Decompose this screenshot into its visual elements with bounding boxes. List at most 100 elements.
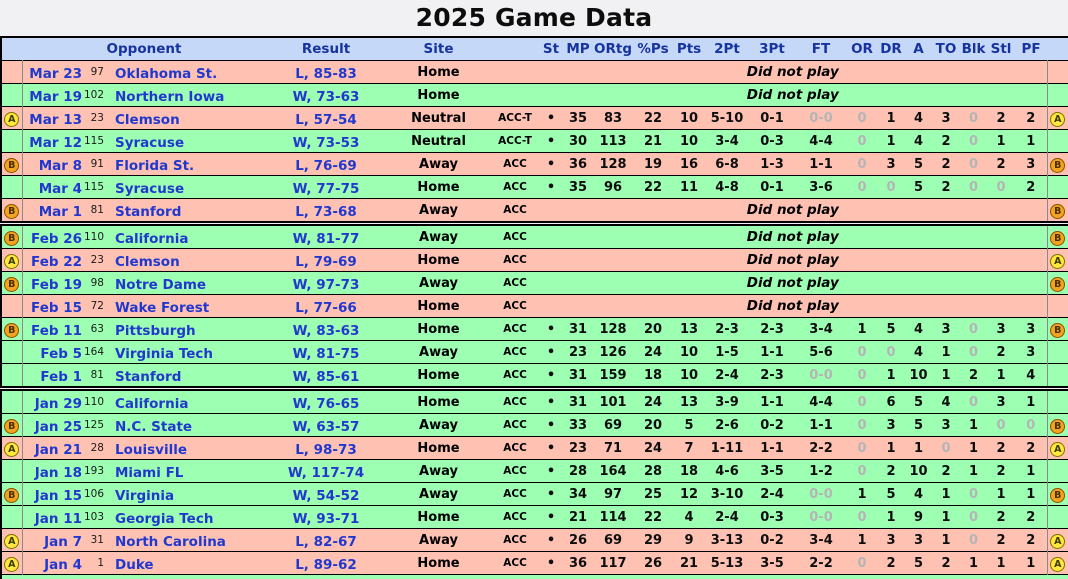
result-link[interactable]: W, 85-61 [292,368,360,385]
game-date-link[interactable]: Mar 12 [29,134,82,151]
stat-ps-cell: 26 [633,551,674,575]
row-badge-right-cell [1046,459,1068,483]
opponent-link[interactable]: N.C. State [115,418,193,435]
opponent-link[interactable]: Wake Forest [115,299,210,316]
opponent-link[interactable]: Duke [115,556,154,573]
result-link[interactable]: L, 73-68 [295,203,357,220]
result-link[interactable]: W, 83-63 [292,322,360,339]
opponent-link[interactable]: Miami FL [115,464,184,481]
game-date-link[interactable]: Feb 5 [40,345,82,362]
stat-a-cell: 4 [905,482,933,506]
opponent-link[interactable]: Pittsburgh [115,322,196,339]
game-date-link[interactable]: Mar 23 [29,65,82,82]
opponent-link[interactable]: Oklahoma St. [115,65,218,82]
opponent-cell: Duke [108,551,267,575]
opponent-link[interactable]: California [115,395,189,412]
header-stat-a: A [905,37,933,61]
opponent-link[interactable]: California [115,230,189,247]
game-date-link[interactable]: Jan 25 [34,418,82,435]
game-date-link[interactable]: Mar 1 [38,203,82,220]
game-date-link[interactable]: Jan 7 [44,533,82,550]
game-date-link[interactable]: Mar 13 [29,111,82,128]
game-date-link[interactable]: Jan 15 [34,487,82,504]
game-date-link[interactable]: Feb 22 [31,253,82,270]
stat-pf-cell: 2 [1015,106,1048,130]
opponent-link[interactable]: Clemson [115,111,180,128]
opponent-link[interactable]: Georgia Tech [115,510,214,527]
opponent-link[interactable]: Syracuse [115,134,185,151]
opponent-rank-cell: 193 [82,459,108,483]
row-badge-left-cell: A [1,528,23,552]
game-date-link[interactable]: Jan 11 [34,510,82,527]
opponent-rank-cell: 23 [82,248,108,272]
game-date-link[interactable]: Feb 26 [31,230,82,247]
game-date-link[interactable]: Feb 1 [40,368,82,385]
stat-or-cell: 0 [847,436,878,460]
game-date-link[interactable]: Jan 4 [44,556,82,573]
opponent-link[interactable]: Louisville [115,441,187,458]
result-link[interactable]: W, 77-75 [292,180,360,197]
result-link[interactable]: W, 81-77 [292,230,360,247]
stat-a-cell: 9 [905,505,933,529]
opponent-rank-cell: 81 [82,363,108,389]
result-link[interactable]: L, 82-67 [295,533,357,550]
result-link[interactable]: L, 76-69 [295,157,357,174]
game-date-link[interactable]: Feb 19 [31,276,82,293]
result-link[interactable]: W, 117-74 [287,464,365,481]
row-badge-left-cell [1,294,23,318]
result-link[interactable]: W, 76-65 [292,395,360,412]
row-badge-right-cell [1046,340,1068,364]
game-date-link[interactable]: Feb 11 [31,322,82,339]
result-link[interactable]: W, 54-52 [292,487,360,504]
stat-3pt-cell: 0-1 [749,175,796,199]
result-link[interactable]: L, 98-73 [295,441,357,458]
game-date-link[interactable]: Mar 8 [38,157,82,174]
result-link[interactable]: W, 73-53 [292,134,360,151]
opponent-link[interactable]: Northern Iowa [115,88,225,105]
result-cell: W, 81-75 [266,340,387,364]
result-link[interactable]: L, 89-62 [295,556,357,573]
opponent-link[interactable]: Notre Dame [115,276,207,293]
result-link[interactable]: L, 85-83 [295,65,357,82]
game-date-link[interactable]: Mar 19 [29,88,82,105]
game-date-link[interactable]: Jan 29 [34,395,82,412]
opponent-link[interactable]: North Carolina [115,533,226,550]
result-link[interactable]: L, 57-54 [295,111,357,128]
result-link[interactable]: W, 93-71 [292,510,360,527]
opponent-link[interactable]: Syracuse [115,180,185,197]
opponent-link[interactable]: Stanford [115,203,182,220]
result-cell: W, 97-73 [266,271,387,295]
opponent-link[interactable]: Clemson [115,253,180,270]
stat-blk-cell: 0 [960,106,988,130]
game-date-link[interactable]: Jan 21 [34,441,82,458]
game-row: Mar 23 97 Oklahoma St. L, 85-83 Home Did not … [1,60,1068,84]
stat-ps-cell: 21 [633,129,674,153]
result-link[interactable]: W, 97-73 [292,276,360,293]
site-cell: Away [386,198,492,224]
conference-cell: ACC [491,248,540,272]
opponent-link[interactable]: Virginia Tech [115,345,214,362]
header-site: Site [386,37,492,61]
game-date-link[interactable]: Mar 4 [38,180,82,197]
result-link[interactable]: W, 63-57 [292,418,360,435]
stat-pts-cell: 5 [673,413,706,437]
game-date-cell: Feb 1 [22,363,82,389]
opponent-link[interactable]: Virginia [115,487,175,504]
result-link[interactable]: W, 73-63 [292,88,360,105]
header-opponent: Opponent [22,37,267,61]
opponent-link[interactable]: Florida St. [115,157,195,174]
stat-st-cell: • [539,482,564,506]
stat-to-cell: 1 [932,340,961,364]
stat-to-cell: 2 [932,551,961,575]
game-date-link[interactable]: Feb 15 [31,299,82,316]
stat-ps-cell: 18 [633,363,674,389]
result-link[interactable]: W, 81-75 [292,345,360,362]
stat-ft-cell: 4-4 [795,388,848,414]
game-date-link[interactable]: Jan 18 [34,464,82,481]
game-data-table: Opponent Result Site St MP ORtg %Ps Pts 2Pt 3P… [0,36,1068,579]
result-link[interactable]: L, 79-69 [295,253,357,270]
opponent-rank-cell: 106 [82,482,108,506]
stat-ps-cell: 24 [633,340,674,364]
result-link[interactable]: L, 77-66 [295,299,357,316]
opponent-link[interactable]: Stanford [115,368,182,385]
